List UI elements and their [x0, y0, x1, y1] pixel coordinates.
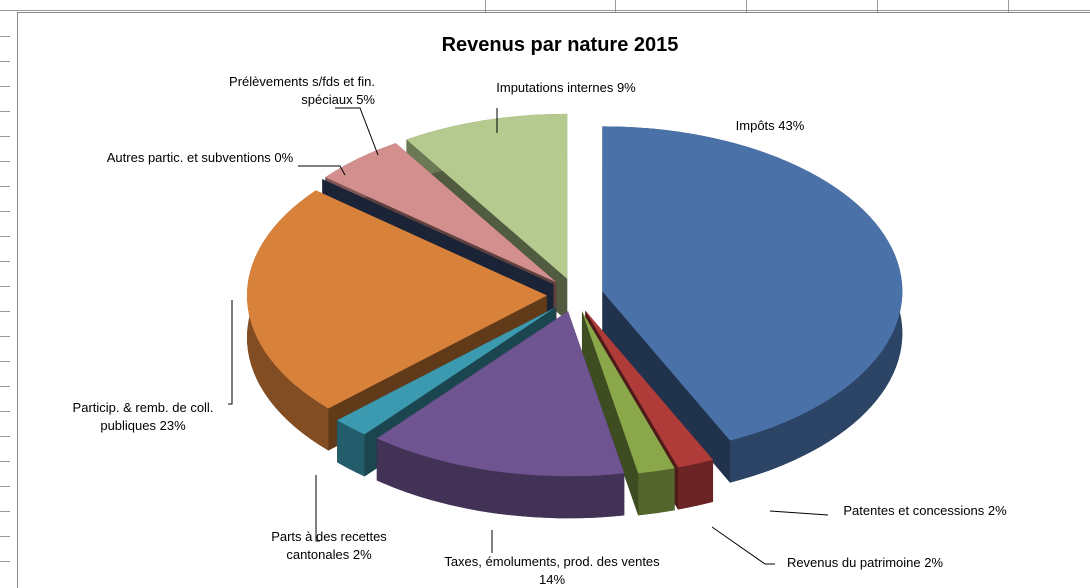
slice [337, 307, 556, 435]
label-name: Impôts [735, 118, 775, 133]
label-value: 23% [159, 418, 186, 433]
label-name: Taxes, émoluments, prod. des ventes [444, 554, 660, 569]
label-name: Autres partic. et subventions [106, 150, 271, 165]
slice [247, 190, 548, 409]
slice-wall [678, 459, 714, 510]
slice-wall [376, 438, 625, 519]
data-label: Revenus du patrimoine 2% [765, 554, 965, 572]
data-label: Autres partic. et subventions 0% [90, 149, 310, 167]
label-value: 5% [356, 92, 375, 107]
label-value: 2% [987, 503, 1007, 518]
label-value: 43% [778, 118, 805, 133]
data-label: Impôts 43% [700, 117, 840, 135]
label-value: 9% [616, 80, 636, 95]
slice-side [581, 311, 639, 516]
label-value: 2% [924, 555, 944, 570]
label-name: Imputations internes [496, 80, 614, 95]
data-label: Imputations internes 9% [466, 79, 666, 97]
data-label: Parts à des recettes cantonales 2% [259, 528, 399, 564]
label-name: Prélèvements s/fds et fin. spéciaux [229, 74, 375, 107]
data-label: Taxes, émoluments, prod. des ventes 14% [432, 553, 672, 588]
slice-side [602, 291, 731, 483]
data-label: Patentes et concessions 2% [825, 502, 1025, 520]
label-name: Revenus du patrimoine [786, 555, 921, 570]
slice-wall [337, 420, 365, 477]
label-value: 14% [538, 572, 566, 587]
label-value: 2% [352, 547, 372, 562]
label-name: Patentes et concessions [843, 503, 985, 518]
slice [581, 311, 675, 474]
data-label: Prélèvements s/fds et fin. spéciaux 5% [205, 73, 375, 109]
label-name: Parts à des recettes cantonales [271, 529, 387, 562]
slice [325, 143, 557, 283]
label-value: 0% [274, 150, 294, 165]
chart-title: Revenus par nature 2015 [441, 34, 679, 56]
slice [585, 310, 714, 468]
slice [602, 126, 903, 441]
slice [376, 311, 625, 477]
slice-wall [638, 468, 675, 516]
data-label: Particip. & remb. de coll. publiques 23% [53, 399, 233, 435]
slice-side [337, 307, 556, 463]
label-name: Particip. & remb. de coll. publiques [72, 400, 214, 433]
slice [406, 113, 568, 279]
